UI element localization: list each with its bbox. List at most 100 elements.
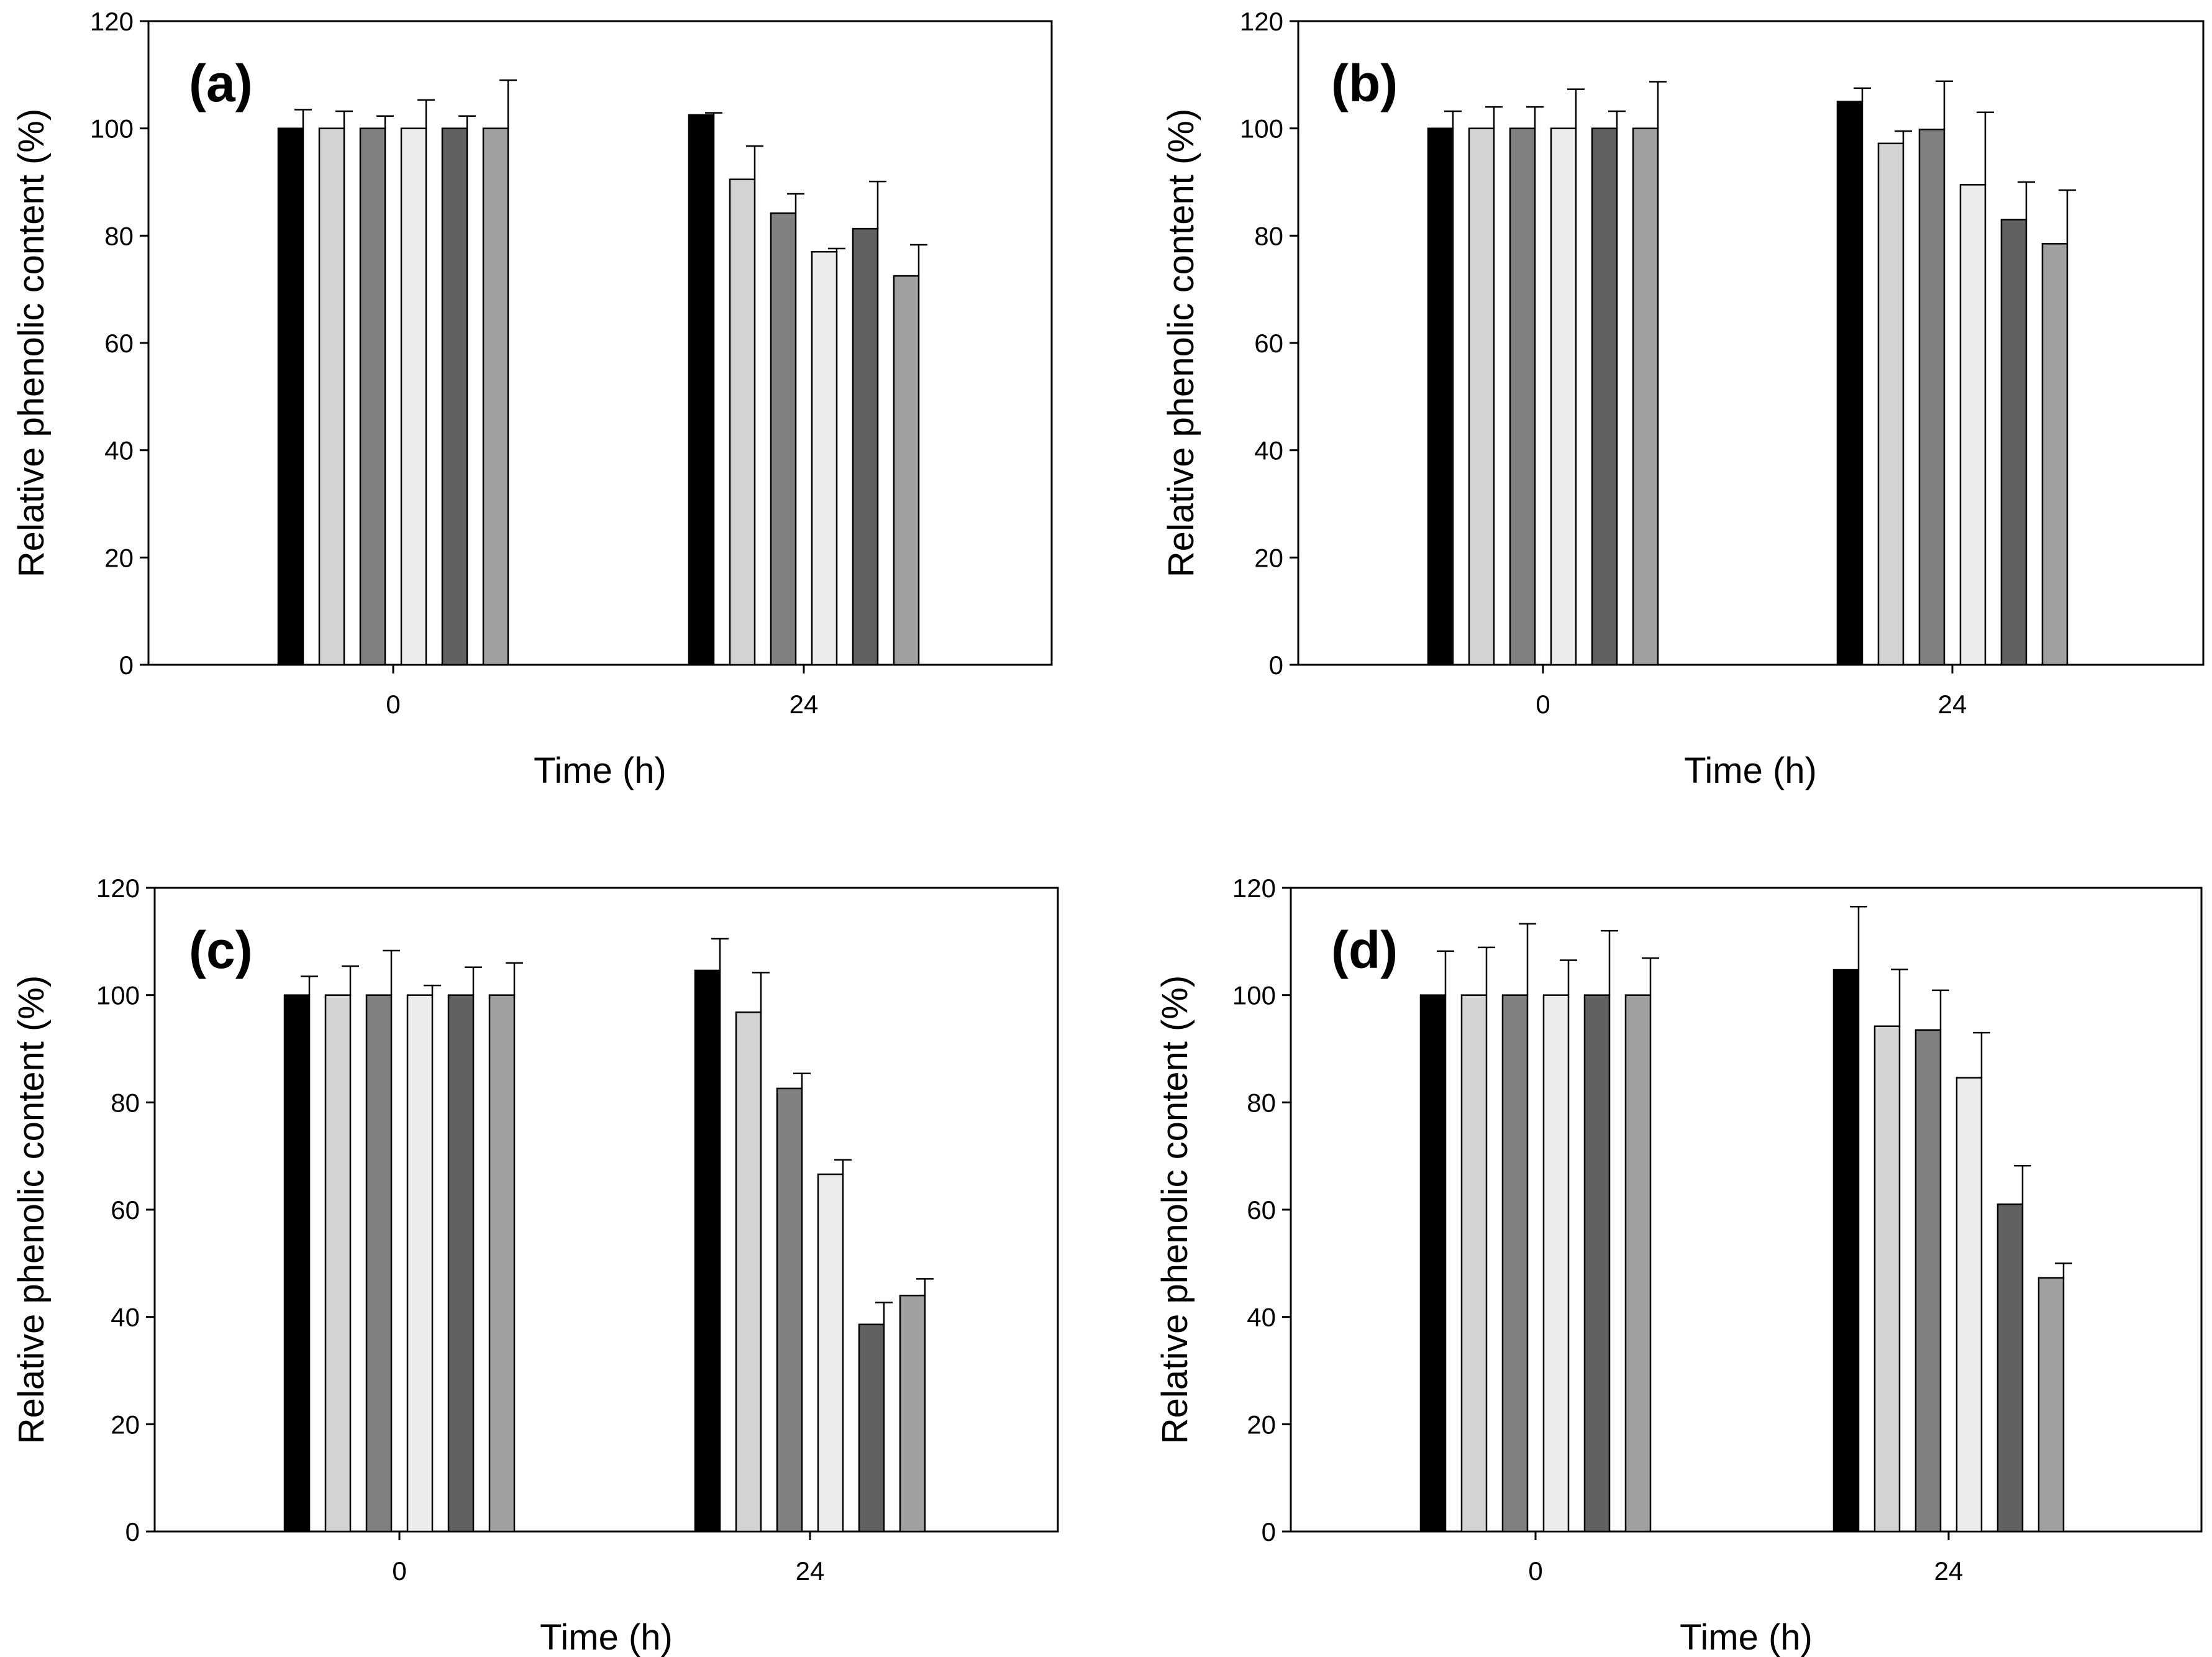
ticks: 0 20 40 60 80 100 120 0 24	[90, 7, 818, 719]
bars	[283, 938, 934, 1533]
bar	[2041, 243, 2069, 666]
y-tick-label: 120	[1240, 7, 1283, 36]
bar	[1914, 1029, 1942, 1533]
bar	[277, 127, 304, 666]
bar	[1591, 127, 1618, 666]
bar	[1918, 129, 1946, 666]
bar	[776, 1087, 803, 1533]
y-tick-label: 100	[96, 981, 140, 1010]
chart-panel-a: (a) Relative phenolic content (%) Time (…	[11, 7, 1053, 791]
y-tick-label: 20	[104, 543, 134, 572]
x-tick-label: 24	[796, 1556, 825, 1586]
ticks: 0 20 40 60 80 100 120 0 24	[96, 874, 824, 1586]
bar	[283, 994, 311, 1533]
bar	[2000, 219, 2028, 666]
x-tick-label: 24	[1934, 1556, 1964, 1586]
x-axis-label: Time (h)	[1684, 751, 1817, 791]
y-tick-label: 0	[119, 650, 134, 680]
bar	[1583, 994, 1611, 1533]
y-tick-label: 120	[90, 7, 134, 36]
bar	[688, 114, 715, 666]
bar	[1550, 127, 1577, 666]
y-tick-label: 0	[125, 1517, 140, 1546]
y-axis-label: Relative phenolic content (%)	[11, 109, 52, 577]
bar	[1632, 127, 1659, 666]
x-axis-label: Time (h)	[1680, 1617, 1813, 1657]
bar	[735, 1011, 762, 1533]
x-tick-label: 0	[1528, 1556, 1542, 1586]
bar	[1624, 994, 1652, 1533]
bar	[811, 250, 838, 666]
y-tick-label: 0	[1269, 650, 1283, 680]
y-tick-label: 0	[1262, 1517, 1276, 1546]
bar	[817, 1173, 844, 1533]
y-tick-label: 20	[1247, 1410, 1276, 1439]
chart-panel-d: (d) Relative phenolic content (%) Time (…	[1155, 874, 2203, 1657]
bar	[406, 994, 434, 1533]
bar	[1996, 1203, 2024, 1533]
bar	[447, 994, 475, 1533]
y-tick-label: 20	[1254, 543, 1283, 572]
y-tick-label: 80	[111, 1088, 140, 1117]
bar	[324, 994, 352, 1533]
bar	[1509, 127, 1536, 666]
y-tick-label: 40	[111, 1303, 140, 1332]
y-tick-label: 100	[90, 114, 134, 144]
bar	[1501, 994, 1529, 1533]
y-tick-label: 40	[1254, 436, 1283, 465]
bar	[1460, 994, 1488, 1533]
y-axis-label: Relative phenolic content (%)	[11, 975, 52, 1444]
bar	[1419, 994, 1447, 1533]
bar	[1959, 184, 1987, 666]
bar	[694, 969, 721, 1533]
bar	[359, 127, 386, 666]
bar	[441, 127, 468, 666]
chart-panel-b: (b) Relative phenolic content (%) Time (…	[1161, 7, 2205, 791]
bar	[1836, 101, 1864, 666]
y-tick-label: 60	[1254, 329, 1283, 358]
y-tick-label: 80	[1247, 1088, 1276, 1117]
y-tick-label: 60	[104, 329, 134, 358]
y-tick-label: 80	[104, 221, 134, 250]
x-tick-label: 24	[790, 690, 819, 719]
y-tick-label: 60	[111, 1195, 140, 1225]
bar	[770, 212, 797, 666]
bar	[1955, 1077, 1983, 1533]
y-tick-label: 20	[111, 1410, 140, 1439]
bar	[1468, 127, 1495, 666]
y-tick-label: 60	[1247, 1195, 1276, 1225]
x-tick-label: 0	[1536, 690, 1550, 719]
y-tick-label: 40	[104, 436, 134, 465]
x-axis-label: Time (h)	[540, 1617, 673, 1657]
panel-label: (b)	[1331, 54, 1398, 112]
panel-label: (d)	[1331, 921, 1398, 979]
bars	[277, 79, 927, 666]
bar	[1873, 1025, 1901, 1533]
x-tick-label: 24	[1938, 690, 1967, 719]
y-tick-label: 120	[96, 874, 140, 903]
y-tick-label: 80	[1254, 221, 1283, 250]
bar	[893, 275, 920, 666]
bar	[1877, 142, 1905, 666]
bar	[318, 127, 345, 666]
y-tick-label: 120	[1232, 874, 1276, 903]
x-axis-label: Time (h)	[534, 751, 667, 791]
bar	[1427, 127, 1454, 666]
panel-label: (a)	[189, 54, 253, 112]
bars	[1427, 80, 2076, 666]
bar	[899, 1294, 926, 1533]
bar	[2037, 1277, 2065, 1533]
y-tick-label: 40	[1247, 1303, 1276, 1332]
panel-label: (c)	[189, 921, 253, 979]
ticks: 0 20 40 60 80 100 120 0 24	[1232, 874, 1963, 1586]
bar	[1832, 969, 1860, 1533]
y-tick-label: 100	[1240, 114, 1283, 144]
bar	[365, 994, 393, 1533]
x-tick-label: 0	[392, 1556, 406, 1586]
x-tick-label: 0	[386, 690, 400, 719]
y-axis-label: Relative phenolic content (%)	[1155, 975, 1195, 1444]
bar	[1542, 994, 1570, 1533]
bar	[482, 127, 509, 666]
chart-panel-c: (c) Relative phenolic content (%) Time (…	[11, 874, 1059, 1657]
